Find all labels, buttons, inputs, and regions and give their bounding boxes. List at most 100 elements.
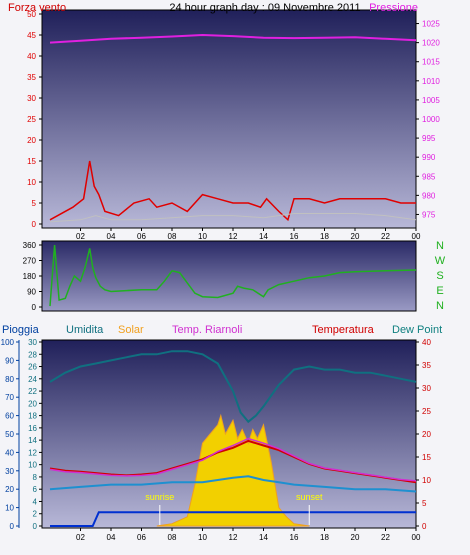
wind-x-tick-label: 10 xyxy=(198,232,207,241)
rain-y-tick-label: 50 xyxy=(5,430,14,439)
dewpoint-line xyxy=(49,475,417,493)
pressure-y-tick-label: 990 xyxy=(422,153,436,162)
wind-y-tick-label: 50 xyxy=(27,10,36,19)
solar-label: Solar xyxy=(118,324,144,336)
temp-y-tick-label: 10 xyxy=(422,476,431,485)
wind-x-tick-label: 04 xyxy=(107,232,116,241)
humidity-y-tick-label: 6 xyxy=(33,485,38,494)
wind-plot-area xyxy=(41,9,417,229)
pressure-line xyxy=(49,33,417,44)
wind-y-tick-label: 5 xyxy=(32,199,37,208)
rain-y-tick-label: 20 xyxy=(5,485,14,494)
wind-x-tick-label: 06 xyxy=(137,232,146,241)
rain-y-tick-label: 0 xyxy=(10,522,15,531)
direction-y-tick-label: 90 xyxy=(27,288,36,297)
pressure-y-tick-label: 1010 xyxy=(422,77,440,86)
humidity-y-tick-label: 30 xyxy=(28,338,37,347)
temp-y-tick-label: 35 xyxy=(422,361,431,370)
wind-x-tick-label: 18 xyxy=(320,232,329,241)
wind-y-tick-label: 30 xyxy=(27,94,36,103)
riarnoli-line xyxy=(49,437,417,482)
temp-x-tick-label: 02 xyxy=(76,533,85,542)
humidity-y-tick-label: 18 xyxy=(28,412,37,421)
humidity-y-tick-label: 4 xyxy=(33,497,38,506)
wind-y-tick-label: 0 xyxy=(32,220,37,229)
humidity-y-tick-label: 22 xyxy=(28,387,37,396)
temp-x-tick-label: 18 xyxy=(320,533,329,542)
temp-y-tick-label: 15 xyxy=(422,453,431,462)
temp-x-tick-label: 14 xyxy=(259,533,268,542)
wind-y-tick-label: 40 xyxy=(27,52,36,61)
sunrise-label: sunrise xyxy=(145,492,174,502)
direction-letter: S xyxy=(436,270,443,282)
temp-y-tick-label: 40 xyxy=(422,338,431,347)
temp-x-tick-label: 22 xyxy=(381,533,390,542)
rain-y-tick-label: 80 xyxy=(5,375,14,384)
pressure-y-tick-label: 980 xyxy=(422,191,436,200)
temp-y-tick-label: 20 xyxy=(422,430,431,439)
pressure-y-tick-label: 975 xyxy=(422,210,436,219)
pressure-label: Pressione xyxy=(369,2,418,14)
humidity-y-tick-label: 20 xyxy=(28,399,37,408)
pressure-y-tick-label: 1015 xyxy=(422,58,440,67)
temp-y-tick-label: 30 xyxy=(422,384,431,393)
pressure-y-tick-label: 1020 xyxy=(422,39,440,48)
wind-x-tick-label: 14 xyxy=(259,232,268,241)
pressure-y-tick-label: 1025 xyxy=(422,20,440,29)
humidity-y-tick-label: 28 xyxy=(28,350,37,359)
wind-direction-line xyxy=(49,244,417,307)
direction-letter: W xyxy=(435,255,446,267)
temp-x-tick-label: 06 xyxy=(137,533,146,542)
direction-letter: N xyxy=(436,300,444,312)
temp-y-tick-label: 0 xyxy=(422,522,427,531)
wind-x-tick-label: 02 xyxy=(76,232,85,241)
wind-average-line xyxy=(49,213,417,223)
wind-y-tick-label: 15 xyxy=(27,157,36,166)
rain-y-tick-label: 10 xyxy=(5,504,14,513)
wind-y-tick-label: 10 xyxy=(27,178,36,187)
wind-y-tick-label: 25 xyxy=(27,115,36,124)
pressure-y-tick-label: 985 xyxy=(422,172,436,181)
rain-label: Pioggia xyxy=(2,324,40,336)
wind-x-tick-label: 08 xyxy=(168,232,177,241)
temp-y-tick-label: 5 xyxy=(422,499,427,508)
dewpoint-label: Dew Point xyxy=(392,324,442,336)
direction-letter: E xyxy=(436,285,443,297)
temp-y-tick-label: 25 xyxy=(422,407,431,416)
chart-title: 24 hour graph day : 09 Novembre 2011 xyxy=(169,2,360,14)
temp-x-tick-label: 08 xyxy=(168,533,177,542)
riarnoli-label: Temp. Riarnoli xyxy=(172,324,242,336)
rain-y-tick-label: 100 xyxy=(1,338,15,347)
temp-x-tick-label: 00 xyxy=(412,533,421,542)
humidity-label: Umidita xyxy=(66,324,104,336)
direction-plot-area xyxy=(41,240,417,312)
humidity-line xyxy=(49,350,417,424)
rain-y-tick-label: 40 xyxy=(5,448,14,457)
wind-gust-line xyxy=(49,160,416,222)
pressure-y-tick-label: 995 xyxy=(422,134,436,143)
temp-x-tick-label: 20 xyxy=(351,533,360,542)
humidity-y-tick-label: 26 xyxy=(28,363,37,372)
wind-label: Forza vento xyxy=(8,2,66,14)
humidity-y-tick-label: 2 xyxy=(33,510,38,519)
temp-x-tick-label: 12 xyxy=(229,533,238,542)
wind-x-tick-label: 22 xyxy=(381,232,390,241)
temperature-label: Temperatura xyxy=(312,324,375,336)
direction-y-tick-label: 270 xyxy=(23,257,37,266)
direction-letter: N xyxy=(436,240,444,252)
humidity-y-tick-label: 24 xyxy=(28,375,37,384)
humidity-y-tick-label: 12 xyxy=(28,448,37,457)
wind-x-tick-label: 20 xyxy=(351,232,360,241)
humidity-y-tick-label: 0 xyxy=(33,522,38,531)
wind-y-tick-label: 35 xyxy=(27,73,36,82)
pressure-y-tick-label: 1005 xyxy=(422,96,440,105)
rain-y-tick-label: 70 xyxy=(5,393,14,402)
rain-y-tick-label: 90 xyxy=(5,356,14,365)
sunset-label: sunset xyxy=(296,492,323,502)
direction-y-tick-label: 0 xyxy=(32,303,37,312)
temp-x-tick-label: 16 xyxy=(290,533,299,542)
wind-x-tick-label: 12 xyxy=(229,232,238,241)
pressure-y-tick-label: 1000 xyxy=(422,115,440,124)
rain-y-tick-label: 30 xyxy=(5,467,14,476)
